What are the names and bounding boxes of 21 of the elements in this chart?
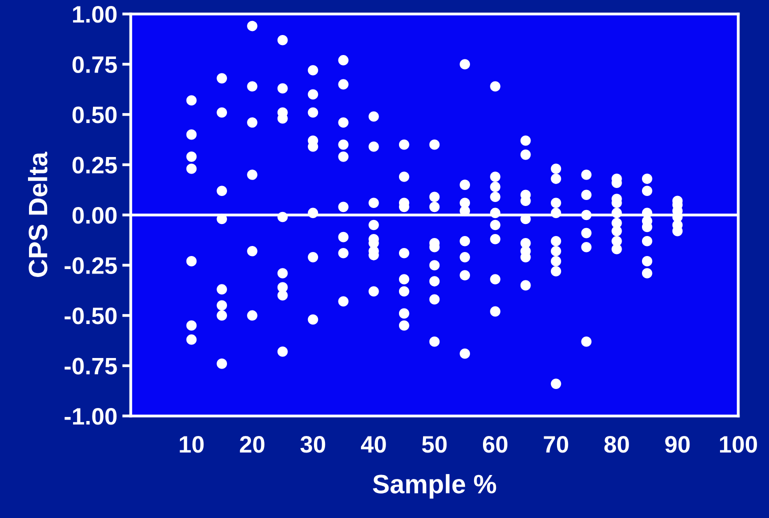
y-tick-label: -1.00 [64,408,117,425]
y-tick-label: 0.50 [72,106,117,124]
x-tick-label: 60 [482,436,508,453]
y-tick-label: 1.00 [73,6,117,23]
y-tick-label: -0.25 [64,257,117,274]
x-tick-label: 30 [300,436,326,453]
y-tick-label: 0.25 [72,156,117,174]
x-axis-title: Sample % [372,474,496,499]
x-tick-label: 10 [180,436,204,453]
x-tick-label: 70 [544,436,568,453]
y-tick-label: -0.75 [64,358,117,374]
y-tick-label: 0.75 [72,56,117,74]
x-tick-label: 80 [604,436,629,453]
y-tick-label: -0.50 [64,308,117,324]
x-tick-label: 90 [665,436,690,453]
x-tick-label: 100 [720,436,757,453]
y-axis-title: CPS Delta [28,152,48,277]
y-tick-label: 0.00 [72,207,117,224]
x-tick-label: 40 [360,436,386,453]
x-tick-label: 20 [240,436,264,453]
x-tick-label: 50 [422,436,447,453]
